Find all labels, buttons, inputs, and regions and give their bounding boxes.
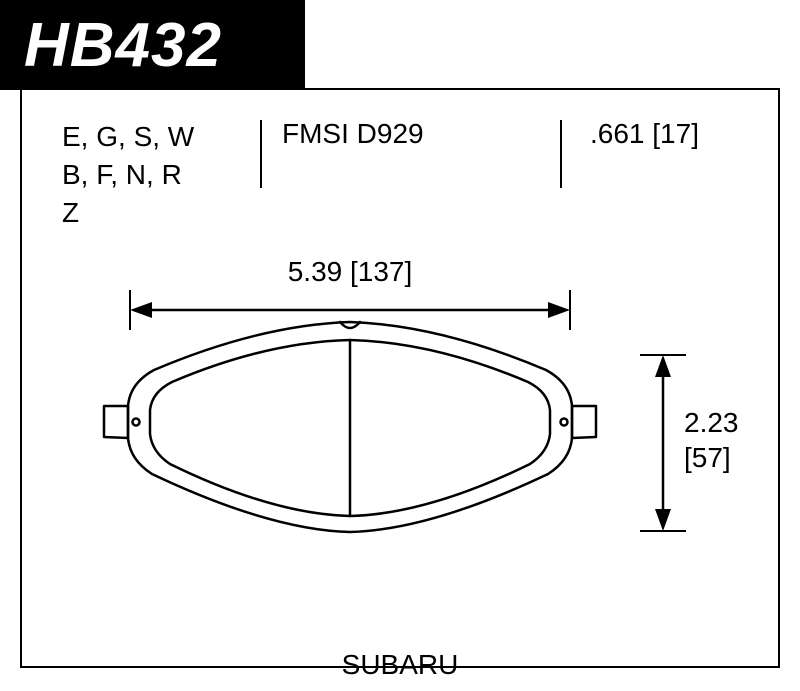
- height-mm: [57]: [684, 440, 739, 475]
- codes-line1: E, G, S, W: [62, 118, 194, 156]
- height-arrow-icon: [640, 355, 686, 531]
- header-bar: HB432: [0, 0, 305, 90]
- height-dimension-label: 2.23 [57]: [684, 405, 739, 475]
- width-arrow-icon: [130, 290, 570, 330]
- vehicle-label: SUBARU: [0, 649, 800, 681]
- width-dimension-label: 5.39 [137]: [130, 256, 570, 288]
- fmsi-code: FMSI D929: [282, 118, 424, 150]
- height-dimension: 2.23 [57]: [640, 355, 686, 531]
- separator-2: [560, 120, 562, 188]
- part-number: HB432: [24, 10, 222, 81]
- width-dimension: 5.39 [137]: [130, 290, 570, 330]
- codes-line2: B, F, N, R: [62, 156, 194, 194]
- thickness-spec: .661 [17]: [590, 118, 699, 150]
- separator-1: [260, 120, 262, 188]
- compound-codes: E, G, S, W B, F, N, R Z: [62, 118, 194, 231]
- codes-line3: Z: [62, 194, 194, 232]
- height-in: 2.23: [684, 405, 739, 440]
